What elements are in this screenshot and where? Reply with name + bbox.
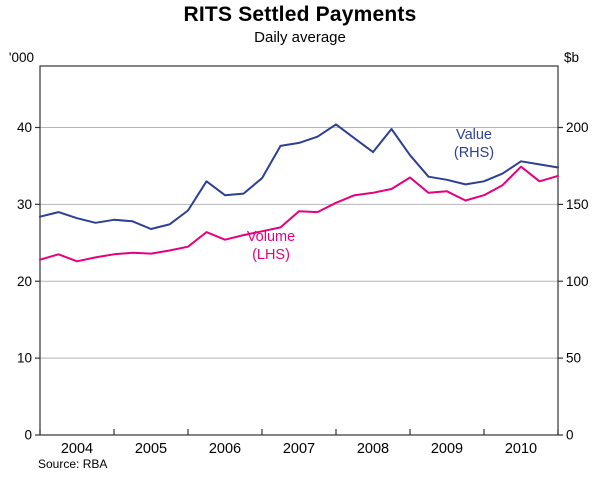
left-axis-tick-label: 30 bbox=[17, 197, 32, 212]
chart-title: RITS Settled Payments bbox=[183, 3, 417, 26]
left-axis-tick-label: 0 bbox=[24, 428, 32, 443]
source-note: Source: RBA bbox=[38, 457, 108, 471]
value-annotation-line1: Value bbox=[455, 127, 492, 143]
right-axis-tick-label: 150 bbox=[566, 197, 589, 212]
x-axis-tick-label: 2009 bbox=[431, 441, 463, 457]
x-axis-tick-label: 2010 bbox=[505, 441, 537, 457]
right-axis-tick-label: 100 bbox=[566, 274, 589, 289]
value-series-annotation: Value (RHS) bbox=[424, 126, 524, 162]
right-axis-tick-label: 200 bbox=[566, 120, 589, 135]
volume-series-annotation: Volume (LHS) bbox=[216, 228, 326, 264]
chart-subtitle: Daily average bbox=[254, 29, 346, 46]
volume-annotation-line2: (LHS) bbox=[252, 247, 290, 263]
left-axis-tick-label: 20 bbox=[17, 274, 32, 289]
value-annotation-line2: (RHS) bbox=[453, 145, 495, 161]
right-axis-unit-label: $b bbox=[564, 50, 580, 65]
left-axis-tick-label: 40 bbox=[17, 120, 32, 135]
x-axis-tick-label: 2008 bbox=[357, 441, 389, 457]
volume-annotation-line1: Volume bbox=[246, 229, 296, 245]
left-axis-tick-label: 10 bbox=[17, 351, 32, 366]
value-series-line bbox=[39, 123, 559, 230]
x-axis-tick-label: 2006 bbox=[209, 441, 241, 457]
volume-series-line bbox=[39, 165, 559, 263]
left-axis-unit-label: '000 bbox=[8, 50, 34, 65]
x-axis-tick-label: 2007 bbox=[283, 441, 315, 457]
plot-frame bbox=[39, 65, 559, 436]
right-axis-tick-label: 50 bbox=[566, 351, 581, 366]
x-axis-tick-label: 2005 bbox=[135, 441, 167, 457]
right-axis-tick-label: 0 bbox=[566, 428, 574, 443]
x-axis-tick-label: 2004 bbox=[61, 441, 93, 457]
